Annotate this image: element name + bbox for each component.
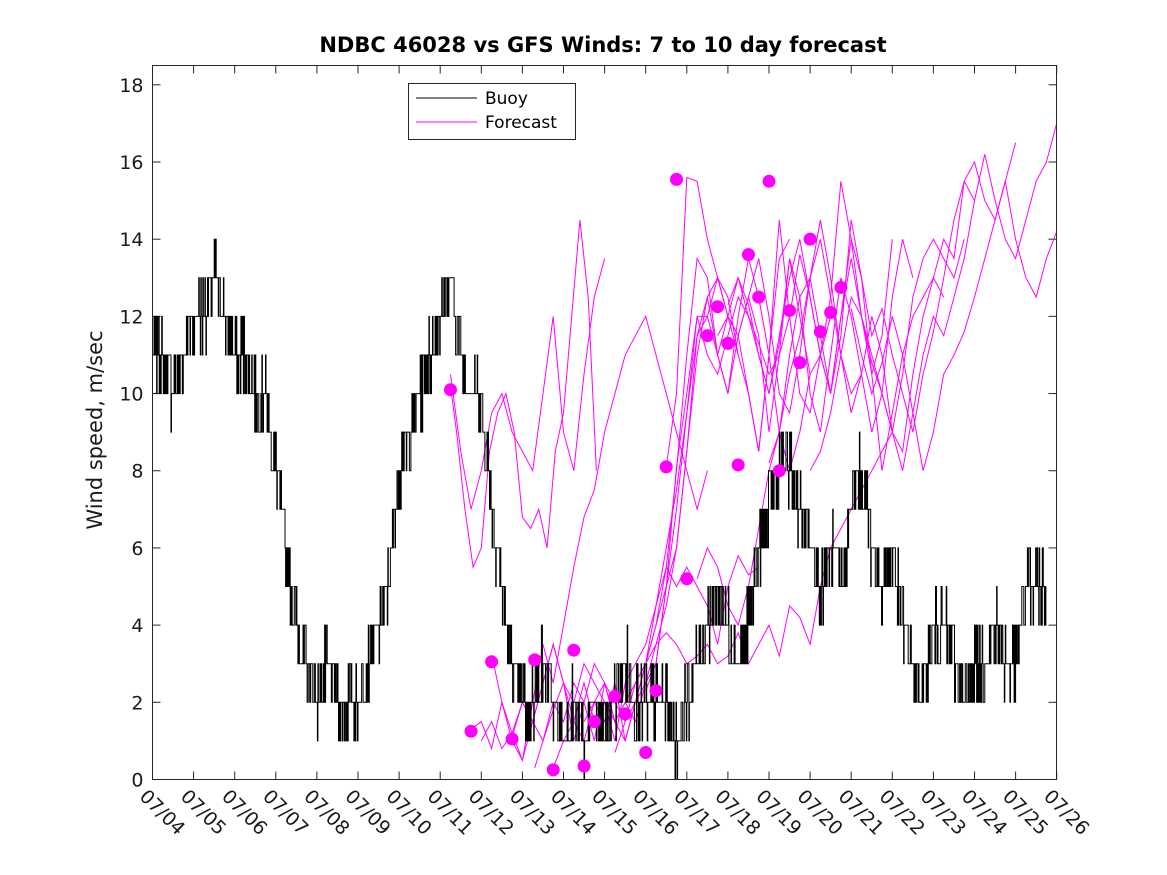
forecast-point	[793, 356, 807, 370]
forecast-point	[639, 745, 653, 759]
legend-entry-buoy: Buoy	[485, 89, 528, 109]
y-tick-label: 0	[131, 770, 143, 792]
forecast-point	[824, 306, 838, 320]
forecast-line	[534, 238, 791, 769]
x-tick-label: 07/26	[1039, 785, 1093, 839]
forecast-point	[711, 300, 725, 314]
forecast-point	[618, 707, 632, 721]
y-tick-label: 12	[119, 306, 143, 328]
forecast-line	[645, 239, 893, 691]
y-tick-label: 2	[131, 692, 143, 714]
forecast-line	[696, 219, 945, 627]
forecast-line	[809, 123, 1057, 471]
x-tick-label: 07/13	[505, 785, 559, 839]
x-tick-label: 07/18	[710, 785, 764, 839]
y-tick-label: 18	[119, 75, 143, 97]
buoy-line	[152, 238, 1047, 780]
forecast-point	[587, 715, 601, 729]
forecast-point	[834, 280, 848, 294]
x-tick-label: 07/24	[957, 785, 1011, 839]
x-tick-label: 07/10	[382, 785, 436, 839]
x-axis: 07/0407/0507/0607/0707/0807/0907/1007/11…	[135, 65, 1093, 840]
legend-entry-forecast: Forecast	[485, 113, 557, 133]
x-tick-label: 07/21	[834, 785, 888, 839]
legend-box	[408, 83, 576, 140]
x-tick-label: 07/08	[299, 785, 353, 839]
forecast-point	[670, 172, 684, 186]
forecast-point	[731, 458, 745, 472]
plot-frame	[152, 65, 1057, 780]
forecast-point	[680, 572, 694, 586]
forecast-point	[649, 684, 663, 698]
y-axis-label: Wind speed, m/sec	[83, 330, 107, 529]
x-tick-label: 07/12	[464, 785, 518, 839]
plot-area	[152, 123, 1057, 780]
forecast-point	[659, 460, 673, 474]
x-tick-label: 07/14	[546, 785, 600, 839]
forecast-point	[505, 732, 519, 746]
forecast-point	[464, 724, 478, 738]
x-tick-label: 07/16	[628, 785, 682, 839]
forecast-point	[803, 232, 817, 246]
y-tick-label: 4	[131, 615, 143, 637]
forecast-point	[783, 304, 797, 318]
forecast-point	[567, 643, 581, 657]
x-tick-label: 07/17	[669, 785, 723, 839]
forecast-point	[772, 464, 786, 478]
forecast-point	[546, 763, 560, 777]
x-tick-label: 07/22	[875, 785, 929, 839]
x-tick-label: 07/04	[135, 785, 189, 839]
y-tick-label: 14	[119, 229, 143, 251]
x-tick-label: 07/20	[793, 785, 847, 839]
forecast-line	[768, 142, 1017, 471]
forecast-point	[485, 655, 499, 669]
forecast-point	[762, 174, 776, 188]
forecast-point	[608, 690, 622, 704]
x-tick-label: 07/06	[217, 785, 271, 839]
x-tick-label: 07/15	[587, 785, 641, 839]
forecast-line	[850, 181, 1057, 471]
forecast-line	[450, 219, 597, 570]
x-tick-label: 07/23	[916, 785, 970, 839]
forecast-point	[443, 383, 457, 397]
forecast-point	[700, 329, 714, 343]
forecast-line	[727, 179, 975, 433]
forecast-point	[752, 290, 766, 304]
y-tick-label: 10	[119, 384, 143, 406]
y-tick-label: 16	[119, 152, 143, 174]
forecast-line	[717, 181, 965, 433]
x-tick-label: 07/09	[340, 785, 394, 839]
forecast-point	[721, 336, 735, 350]
forecast-point	[741, 248, 755, 262]
x-tick-label: 07/11	[423, 785, 477, 839]
x-tick-label: 07/25	[998, 785, 1052, 839]
forecast-point	[577, 759, 591, 773]
forecast-point	[813, 325, 827, 339]
legend: Buoy Forecast	[408, 83, 576, 140]
forecast-line	[470, 315, 708, 763]
chart-title: NDBC 46028 vs GFS Winds: 7 to 10 day for…	[319, 33, 886, 57]
x-tick-label: 07/05	[176, 785, 230, 839]
x-tick-label: 07/07	[258, 785, 312, 839]
y-tick-label: 6	[131, 538, 143, 560]
y-tick-label: 8	[131, 461, 143, 483]
forecast-line	[450, 258, 606, 510]
forecast-point	[528, 653, 542, 667]
x-tick-label: 07/19	[751, 785, 805, 839]
